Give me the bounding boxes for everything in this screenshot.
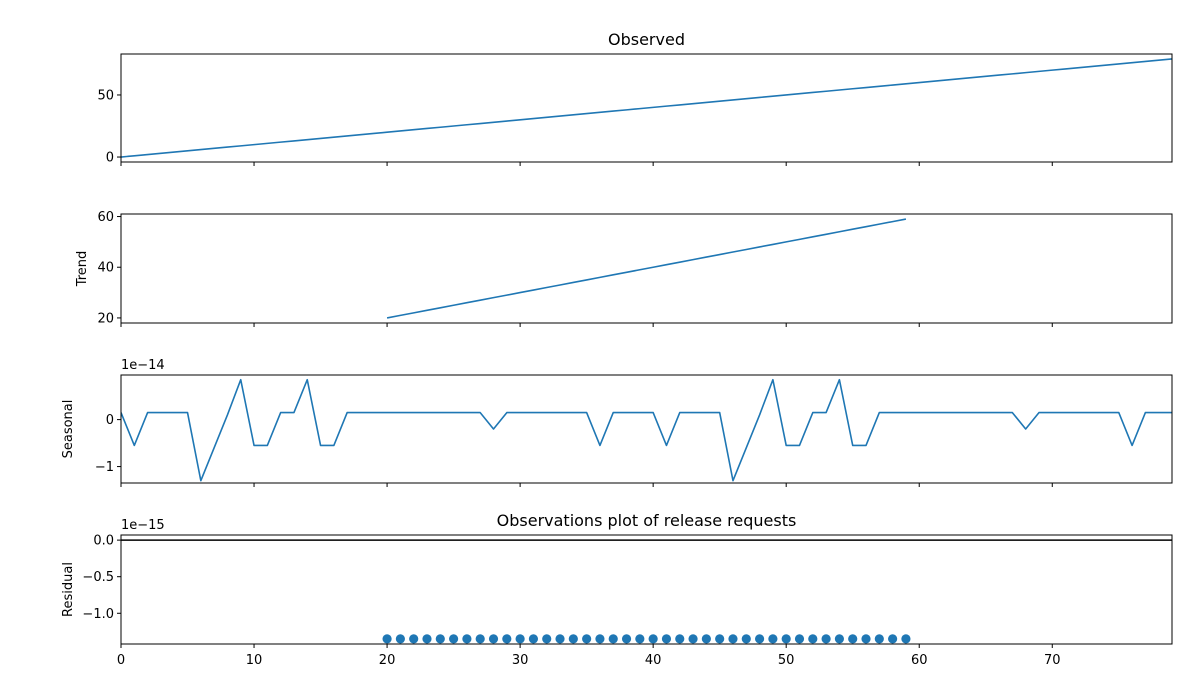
residual-axes-frame bbox=[120, 534, 1173, 645]
residual-point bbox=[874, 634, 884, 644]
residual-panel: −1.0 −0.5 0.0 0 10 20 30 40 50 60 70 Observations p… bbox=[61, 511, 1173, 668]
residual-point bbox=[528, 634, 539, 644]
residual-ytick-label: −1.0 bbox=[82, 607, 114, 622]
residual-point bbox=[448, 634, 459, 644]
residual-point bbox=[621, 634, 632, 644]
residual-point bbox=[502, 634, 512, 644]
residual-point bbox=[422, 634, 432, 644]
residual-point bbox=[688, 634, 698, 644]
residual-point bbox=[701, 634, 711, 644]
seasonal-data bbox=[121, 378, 1172, 482]
residual-point bbox=[582, 634, 592, 644]
xtick-label: 30 bbox=[512, 653, 529, 668]
residual-data bbox=[121, 539, 1172, 644]
residual-point bbox=[675, 634, 685, 644]
residual-title: Observations plot of release requests bbox=[497, 511, 797, 530]
residual-point bbox=[595, 634, 605, 644]
residual-point bbox=[715, 634, 725, 644]
trend-ytick-label: 60 bbox=[97, 210, 114, 225]
residual-point bbox=[435, 634, 445, 644]
residual-point bbox=[409, 634, 419, 644]
residual-point bbox=[728, 634, 738, 644]
residual-point bbox=[568, 634, 578, 644]
seasonal-series-line bbox=[121, 378, 1172, 482]
xtick-label: 50 bbox=[778, 653, 795, 668]
residual-point bbox=[488, 634, 499, 644]
seasonal-ylabel: Seasonal bbox=[61, 400, 76, 459]
residual-point bbox=[648, 634, 658, 644]
trend-data bbox=[386, 218, 907, 319]
trend-series-line bbox=[386, 218, 907, 319]
trend-panel: 20 40 60 Trend bbox=[75, 210, 1173, 327]
residual-point bbox=[808, 634, 818, 644]
residual-point bbox=[754, 634, 765, 644]
trend-ytick-label: 20 bbox=[97, 311, 114, 326]
residual-point bbox=[608, 634, 618, 644]
xtick-label: 20 bbox=[379, 653, 396, 668]
trend-ytick-label: 40 bbox=[97, 261, 114, 276]
residual-point bbox=[382, 634, 392, 644]
residual-point bbox=[395, 634, 405, 644]
residual-ylabel: Residual bbox=[61, 562, 76, 617]
residual-point bbox=[861, 634, 871, 644]
residual-point bbox=[661, 634, 672, 644]
trend-ylabel: Trend bbox=[75, 251, 90, 288]
residual-point bbox=[901, 634, 911, 644]
residual-point bbox=[515, 634, 525, 644]
seasonal-offset-text: 1e−14 bbox=[121, 358, 165, 373]
residual-point bbox=[768, 634, 778, 644]
residual-ytick-label: 0.0 bbox=[93, 534, 114, 549]
residual-point bbox=[834, 634, 845, 644]
residual-point bbox=[462, 634, 472, 644]
trend-axes-frame bbox=[120, 213, 1173, 324]
residual-offset-text: 1e−15 bbox=[121, 518, 165, 533]
residual-point bbox=[794, 634, 805, 644]
xtick-label: 40 bbox=[645, 653, 662, 668]
residual-point bbox=[888, 634, 898, 644]
observed-axes-frame bbox=[120, 53, 1173, 163]
residual-point bbox=[475, 634, 485, 644]
residual-point bbox=[821, 634, 831, 644]
observed-data bbox=[121, 58, 1172, 158]
xtick-label: 10 bbox=[246, 653, 263, 668]
residual-point bbox=[542, 634, 552, 644]
seasonal-ytick-label: 0 bbox=[106, 413, 114, 428]
xtick-label: 0 bbox=[117, 653, 125, 668]
seasonal-axes-frame bbox=[120, 374, 1173, 484]
residual-point bbox=[741, 634, 751, 644]
residual-ytick-label: −0.5 bbox=[82, 570, 114, 585]
observed-ytick-label: 0 bbox=[106, 151, 114, 166]
seasonal-panel: −1 0 Seasonal 1e−14 bbox=[61, 358, 1173, 487]
residual-point bbox=[555, 634, 565, 644]
observed-title: Observed bbox=[608, 30, 685, 49]
seasonal-ytick-label: −1 bbox=[95, 460, 114, 475]
xtick-label: 60 bbox=[911, 653, 928, 668]
residual-point bbox=[635, 634, 645, 644]
residual-point bbox=[781, 634, 791, 644]
observed-ytick-label: 50 bbox=[97, 88, 114, 103]
observed-series-line bbox=[121, 58, 1172, 158]
residual-point bbox=[848, 634, 858, 644]
observed-panel: 0 50 Observed bbox=[97, 30, 1173, 166]
xtick-label: 70 bbox=[1044, 653, 1061, 668]
